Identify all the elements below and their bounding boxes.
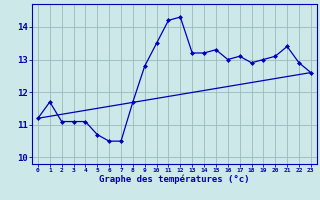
X-axis label: Graphe des températures (°c): Graphe des températures (°c): [99, 175, 250, 184]
